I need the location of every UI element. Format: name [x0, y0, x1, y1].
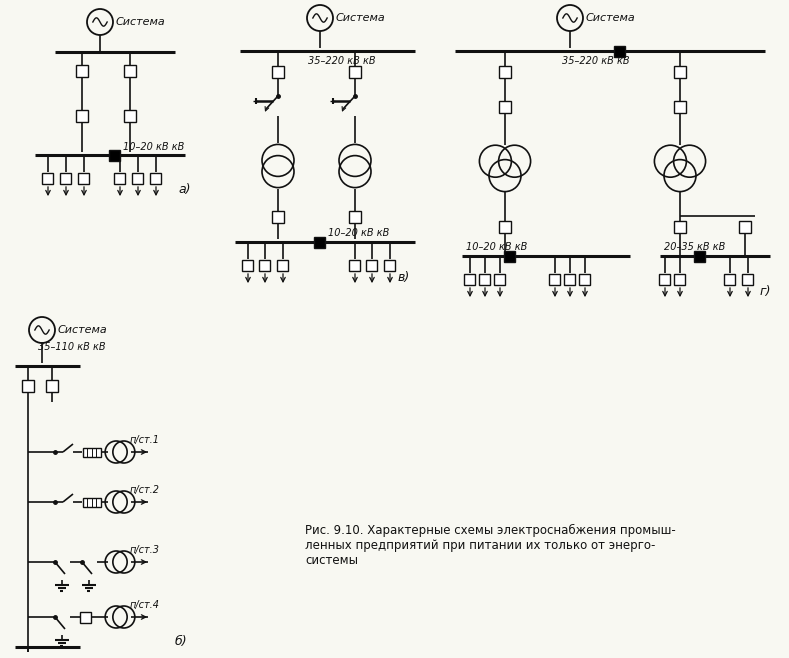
Bar — [272, 211, 284, 223]
Bar — [114, 172, 125, 184]
Bar — [504, 251, 515, 261]
Bar — [549, 274, 560, 284]
Text: 35–220 кВ кВ: 35–220 кВ кВ — [308, 56, 376, 66]
Text: Система: Система — [116, 17, 166, 27]
Bar — [260, 259, 271, 270]
Bar — [674, 101, 686, 113]
Text: ленных предприятий при питании их только от энерго-: ленных предприятий при питании их только… — [305, 538, 656, 551]
Text: б): б) — [175, 636, 188, 649]
Text: п/ст.3: п/ст.3 — [130, 545, 160, 555]
Bar — [133, 172, 144, 184]
Text: 10–20 кВ кВ: 10–20 кВ кВ — [328, 228, 390, 238]
Bar — [78, 172, 89, 184]
Bar — [242, 259, 253, 270]
Bar — [124, 110, 136, 122]
Bar — [499, 101, 511, 113]
Bar — [694, 251, 705, 261]
Bar — [675, 274, 686, 284]
Text: 10–20 кВ кВ: 10–20 кВ кВ — [123, 142, 185, 152]
Bar — [76, 65, 88, 77]
Text: п/ст.2: п/ст.2 — [130, 485, 160, 495]
Bar — [76, 110, 88, 122]
Bar — [124, 65, 136, 77]
Text: 20–35 кВ кВ: 20–35 кВ кВ — [664, 242, 725, 252]
Text: а): а) — [178, 184, 190, 197]
Text: Рис. 9.10. Характерные схемы электроснабжения промыш-: Рис. 9.10. Характерные схемы электроснаб… — [305, 524, 675, 536]
Bar — [83, 447, 101, 457]
Text: 35–110 кВ кВ: 35–110 кВ кВ — [38, 342, 106, 352]
Text: Система: Система — [586, 13, 636, 23]
Bar — [384, 259, 395, 270]
Bar — [349, 211, 361, 223]
Bar — [564, 274, 575, 284]
Text: г): г) — [760, 284, 772, 297]
Text: п/ст.4: п/ст.4 — [130, 600, 160, 610]
Bar — [22, 380, 34, 392]
Text: Система: Система — [58, 325, 108, 335]
Bar — [61, 172, 72, 184]
Bar — [579, 274, 590, 284]
Bar — [495, 274, 506, 284]
Text: Система: Система — [336, 13, 386, 23]
Bar — [315, 236, 326, 247]
Text: п/ст.1: п/ст.1 — [130, 435, 160, 445]
Bar — [739, 221, 751, 233]
Bar — [43, 172, 54, 184]
Bar — [350, 259, 361, 270]
Text: в): в) — [398, 270, 410, 284]
Bar — [367, 259, 377, 270]
Bar — [349, 66, 361, 78]
Bar — [674, 66, 686, 78]
Bar — [724, 274, 735, 284]
Bar — [46, 380, 58, 392]
Bar — [151, 172, 162, 184]
Text: 10–20 кВ кВ: 10–20 кВ кВ — [466, 242, 527, 252]
Bar — [499, 66, 511, 78]
Bar — [480, 274, 491, 284]
Bar — [278, 259, 289, 270]
Bar — [83, 497, 101, 507]
Text: системы: системы — [305, 553, 358, 567]
Bar — [465, 274, 476, 284]
Bar — [499, 221, 511, 233]
Text: 35–220 кВ кВ: 35–220 кВ кВ — [562, 56, 630, 66]
Bar — [674, 221, 686, 233]
Bar — [80, 611, 92, 622]
Bar — [110, 149, 121, 161]
Bar — [742, 274, 753, 284]
Bar — [615, 45, 626, 57]
Bar — [660, 274, 671, 284]
Bar — [272, 66, 284, 78]
